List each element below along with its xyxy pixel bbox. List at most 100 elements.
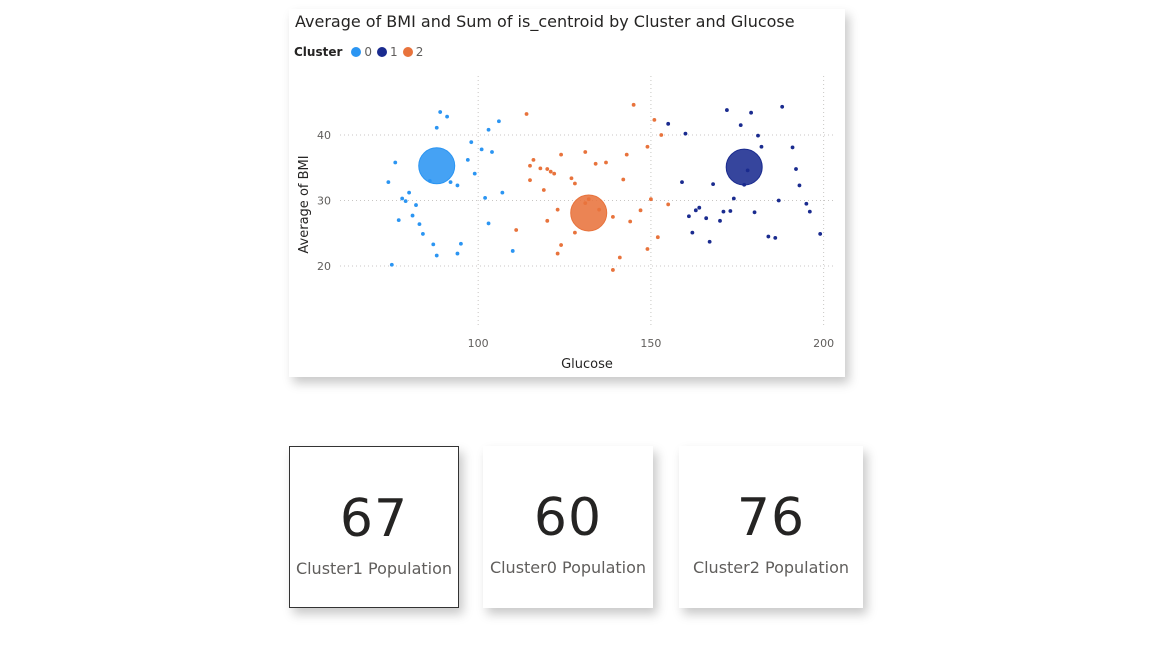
data-point-cluster-2 <box>545 167 550 171</box>
data-point-cluster-1 <box>756 133 760 138</box>
data-point-cluster-2 <box>624 152 629 157</box>
data-point-cluster-2 <box>617 255 622 260</box>
legend-dot-2 <box>402 47 413 57</box>
data-point-cluster-2 <box>645 247 650 251</box>
y-tick-label: 20 <box>317 260 331 273</box>
data-point-cluster-2 <box>569 176 574 181</box>
data-point-cluster-0 <box>400 196 405 201</box>
data-point-cluster-2 <box>528 163 532 168</box>
data-point-cluster-1 <box>759 144 764 149</box>
card-value: 76 <box>736 488 806 548</box>
legend-title: Cluster <box>294 45 343 59</box>
data-point-cluster-0 <box>414 203 418 207</box>
data-point-cluster-1 <box>690 230 695 235</box>
data-point-cluster-0 <box>448 180 453 185</box>
centroid-cluster-1 <box>725 148 763 186</box>
data-point-cluster-2 <box>604 160 608 165</box>
card-cluster1-population[interactable]: 67 Cluster1 Population <box>289 446 459 608</box>
data-point-cluster-2 <box>611 268 615 272</box>
y-tick-label: 30 <box>317 195 331 208</box>
data-point-cluster-2 <box>548 169 553 174</box>
data-point-cluster-2 <box>655 235 660 240</box>
data-point-cluster-2 <box>559 243 563 247</box>
data-point-cluster-2 <box>652 118 657 122</box>
card-cluster2-population[interactable]: 76 Cluster2 Population <box>679 446 863 608</box>
data-point-cluster-1 <box>704 216 709 221</box>
data-point-cluster-2 <box>593 161 598 166</box>
chart-legend: Cluster 0 1 2 <box>294 45 428 59</box>
data-point-cluster-2 <box>524 112 529 116</box>
data-point-cluster-0 <box>410 213 415 218</box>
data-point-cluster-0 <box>483 195 487 200</box>
data-point-cluster-0 <box>479 147 484 152</box>
data-point-cluster-2 <box>538 166 543 171</box>
data-point-cluster-0 <box>472 171 477 176</box>
data-point-cluster-2 <box>545 218 550 223</box>
legend-dot-1 <box>377 47 388 57</box>
data-point-cluster-1 <box>711 182 715 187</box>
data-point-cluster-2 <box>528 178 532 183</box>
centroid-cluster-0 <box>418 147 456 185</box>
data-point-cluster-0 <box>469 140 474 145</box>
data-point-cluster-2 <box>611 214 615 219</box>
legend-item-2[interactable]: 2 <box>402 45 424 59</box>
data-point-cluster-0 <box>455 183 460 188</box>
data-point-cluster-2 <box>649 197 653 202</box>
data-point-cluster-0 <box>434 125 439 130</box>
data-point-cluster-2 <box>573 230 577 235</box>
data-point-cluster-1 <box>804 201 809 206</box>
data-point-cluster-1 <box>749 110 753 115</box>
data-point-cluster-1 <box>818 232 823 236</box>
card-cluster0-population[interactable]: 60 Cluster0 Population <box>483 446 653 608</box>
data-point-cluster-0 <box>407 190 411 195</box>
legend-item-1[interactable]: 1 <box>377 45 398 59</box>
data-point-cluster-1 <box>731 196 736 201</box>
data-point-cluster-2 <box>645 144 650 149</box>
data-point-cluster-0 <box>434 253 439 258</box>
data-point-cluster-1 <box>687 214 691 219</box>
data-point-cluster-1 <box>790 145 795 150</box>
centroid-cluster-2 <box>570 194 608 232</box>
y-axis-title: Average of BMI <box>297 155 312 253</box>
data-point-cluster-0 <box>497 119 501 124</box>
data-point-cluster-1 <box>728 209 733 213</box>
data-point-cluster-2 <box>666 202 671 207</box>
data-point-cluster-1 <box>766 234 771 239</box>
data-point-cluster-0 <box>459 241 463 246</box>
data-point-cluster-1 <box>776 198 781 203</box>
data-point-cluster-0 <box>500 190 505 195</box>
data-point-cluster-2 <box>555 207 560 212</box>
x-tick-label: 200 <box>813 337 834 350</box>
data-point-cluster-2 <box>541 188 546 192</box>
data-point-cluster-1 <box>683 131 688 136</box>
data-point-cluster-1 <box>807 209 812 214</box>
data-point-cluster-0 <box>389 262 394 267</box>
data-point-cluster-0 <box>396 218 401 223</box>
legend-label-2: 2 <box>415 45 424 59</box>
data-point-cluster-1 <box>666 121 671 126</box>
legend-dot-0 <box>351 47 362 57</box>
data-point-cluster-1 <box>693 208 698 213</box>
data-point-cluster-0 <box>490 150 494 154</box>
data-point-cluster-0 <box>417 222 422 226</box>
data-point-cluster-0 <box>393 160 398 165</box>
card-label: Cluster0 Population <box>489 558 647 577</box>
data-point-cluster-1 <box>794 167 798 171</box>
data-point-cluster-1 <box>797 183 802 188</box>
legend-item-0[interactable]: 0 <box>351 45 372 59</box>
data-point-cluster-0 <box>403 199 408 204</box>
data-point-cluster-2 <box>621 177 626 182</box>
y-tick-label: 40 <box>317 129 331 142</box>
card-label: Cluster1 Population <box>295 559 453 578</box>
data-point-cluster-0 <box>445 114 449 119</box>
data-point-cluster-0 <box>486 221 491 226</box>
data-point-cluster-2 <box>631 102 636 107</box>
data-point-cluster-1 <box>725 108 729 112</box>
data-point-cluster-2 <box>583 150 588 154</box>
legend-label-1: 1 <box>390 45 398 59</box>
data-point-cluster-2 <box>638 208 643 213</box>
data-point-cluster-1 <box>721 209 726 214</box>
scatter-chart-visual[interactable]: Average of BMI and Sum of is_centroid by… <box>289 9 845 377</box>
card-value: 67 <box>339 489 409 549</box>
